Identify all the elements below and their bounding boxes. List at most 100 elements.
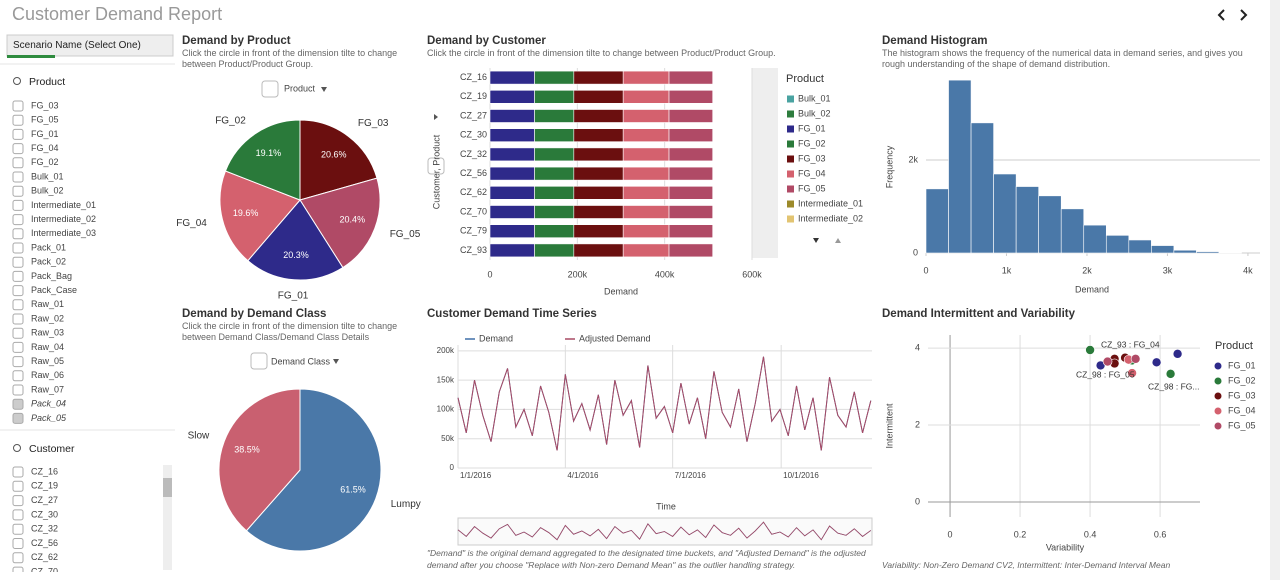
- product-option[interactable]: Raw_03: [31, 328, 64, 338]
- bar-scroll[interactable]: [752, 68, 778, 258]
- product-option[interactable]: Intermediate_02: [31, 214, 96, 224]
- product-option[interactable]: FG_05: [31, 115, 59, 125]
- checkbox[interactable]: [12, 270, 24, 282]
- control-label[interactable]: Demand Class: [271, 356, 331, 366]
- search-icon: [13, 77, 21, 85]
- chart-subtitle: The histogram shows the frequency of the…: [882, 48, 1243, 69]
- customer-option[interactable]: CZ_56: [31, 538, 58, 548]
- checkbox[interactable]: [12, 370, 24, 382]
- checkbox[interactable]: [12, 242, 24, 254]
- page-title: Customer Demand Report: [12, 4, 223, 24]
- dropdown-caret[interactable]: [321, 87, 327, 92]
- checkbox[interactable]: [12, 214, 24, 226]
- customer-option[interactable]: CZ_30: [31, 509, 58, 519]
- legend-label: Demand: [479, 333, 513, 343]
- product-option[interactable]: Bulk_02: [31, 186, 64, 196]
- product-option[interactable]: Intermediate_03: [31, 228, 96, 238]
- pie-value-label: 20.6%: [321, 150, 347, 160]
- checkbox[interactable]: [12, 566, 24, 577]
- histogram-bar: [925, 188, 949, 254]
- checkbox[interactable]: [12, 538, 24, 549]
- page-scrollbar[interactable]: [1270, 0, 1280, 580]
- bar-segment: [573, 128, 624, 142]
- product-option[interactable]: Pack_04: [31, 399, 66, 409]
- legend-swatch: [787, 125, 794, 133]
- checkbox[interactable]: [12, 171, 24, 183]
- product-option[interactable]: FG_04: [31, 143, 59, 153]
- checkbox[interactable]: [12, 157, 24, 169]
- product-option[interactable]: Pack_05: [31, 413, 67, 423]
- scroll-thumb[interactable]: [163, 478, 172, 497]
- product-option[interactable]: Pack_01: [31, 242, 66, 252]
- checkbox[interactable]: [12, 495, 24, 507]
- checkbox[interactable]: [12, 128, 24, 140]
- checkbox[interactable]: [12, 299, 24, 311]
- checkbox[interactable]: [12, 228, 24, 240]
- scenario-label[interactable]: Scenario Name (Select One): [13, 40, 141, 51]
- bar-segment: [668, 243, 713, 258]
- checkbox[interactable]: [12, 341, 24, 353]
- product-option[interactable]: FG_03: [31, 100, 59, 110]
- checkbox[interactable]: [12, 313, 24, 325]
- checkbox[interactable]: [12, 523, 24, 535]
- customer-option[interactable]: CZ_62: [31, 552, 58, 562]
- checkbox[interactable]: [12, 327, 24, 339]
- customer-option[interactable]: CZ_27: [31, 495, 58, 505]
- product-option[interactable]: Raw_07: [31, 384, 64, 394]
- scatter-point: [1172, 349, 1183, 359]
- nav-next[interactable]: [1240, 9, 1248, 21]
- control-label[interactable]: Product: [284, 83, 316, 93]
- pie-slice: [299, 119, 378, 201]
- legend-down[interactable]: [813, 238, 819, 243]
- customer-option[interactable]: CZ_32: [31, 524, 58, 534]
- toggle-icon[interactable]: [250, 352, 268, 370]
- product-option[interactable]: Raw_06: [31, 370, 64, 380]
- dropdown-caret[interactable]: [333, 359, 339, 364]
- checkbox[interactable]: [12, 509, 24, 521]
- product-option[interactable]: Intermediate_01: [31, 200, 96, 210]
- nav-prev[interactable]: [1217, 9, 1225, 21]
- checkbox[interactable]: [12, 100, 24, 112]
- product-option[interactable]: FG_01: [31, 129, 59, 139]
- customer-option[interactable]: CZ_70: [31, 566, 58, 576]
- checkbox[interactable]: [12, 199, 24, 211]
- scrollbar[interactable]: [163, 465, 172, 570]
- checkbox[interactable]: [12, 114, 24, 126]
- checkbox[interactable]: [12, 143, 24, 155]
- legend-label: FG_02: [1228, 375, 1256, 385]
- product-option[interactable]: Raw_02: [31, 313, 64, 323]
- checkbox[interactable]: [12, 552, 24, 564]
- product-option[interactable]: Bulk_01: [31, 171, 64, 181]
- chart-title: Demand by Customer: [427, 35, 546, 47]
- product-option[interactable]: Pack_Bag: [31, 271, 72, 281]
- checkbox[interactable]: [12, 285, 24, 297]
- toggle-icon[interactable]: [261, 80, 279, 98]
- product-option[interactable]: Raw_05: [31, 356, 64, 366]
- bar-segment: [573, 224, 624, 238]
- bar-segment: [668, 128, 713, 142]
- checkbox[interactable]: [12, 256, 24, 268]
- product-option[interactable]: Raw_04: [31, 342, 64, 352]
- checkbox[interactable]: [12, 185, 24, 197]
- checkbox[interactable]: [12, 412, 24, 424]
- scenario-select[interactable]: [6, 34, 174, 57]
- checkbox[interactable]: [12, 356, 24, 368]
- legend-up[interactable]: [835, 238, 841, 243]
- checkbox[interactable]: [12, 466, 24, 478]
- customer-option[interactable]: CZ_16: [31, 466, 58, 476]
- pie-value-label: 20.3%: [283, 250, 309, 260]
- customer-option[interactable]: CZ_19: [31, 481, 58, 491]
- toggle-icon[interactable]: [427, 157, 445, 175]
- product-option[interactable]: Pack_02: [31, 257, 66, 267]
- y-axis-label: Intermittent: [884, 403, 894, 449]
- product-option[interactable]: FG_02: [31, 157, 59, 167]
- product-option[interactable]: Pack_Case: [31, 285, 77, 295]
- bar-segment: [622, 128, 670, 142]
- checkbox[interactable]: [12, 398, 24, 410]
- checkbox[interactable]: [12, 480, 24, 492]
- checkbox[interactable]: [12, 384, 24, 396]
- expand-arrow[interactable]: [434, 114, 438, 120]
- bar-segment: [668, 166, 713, 181]
- product-option[interactable]: Raw_01: [31, 299, 64, 309]
- legend-swatch: [787, 215, 794, 223]
